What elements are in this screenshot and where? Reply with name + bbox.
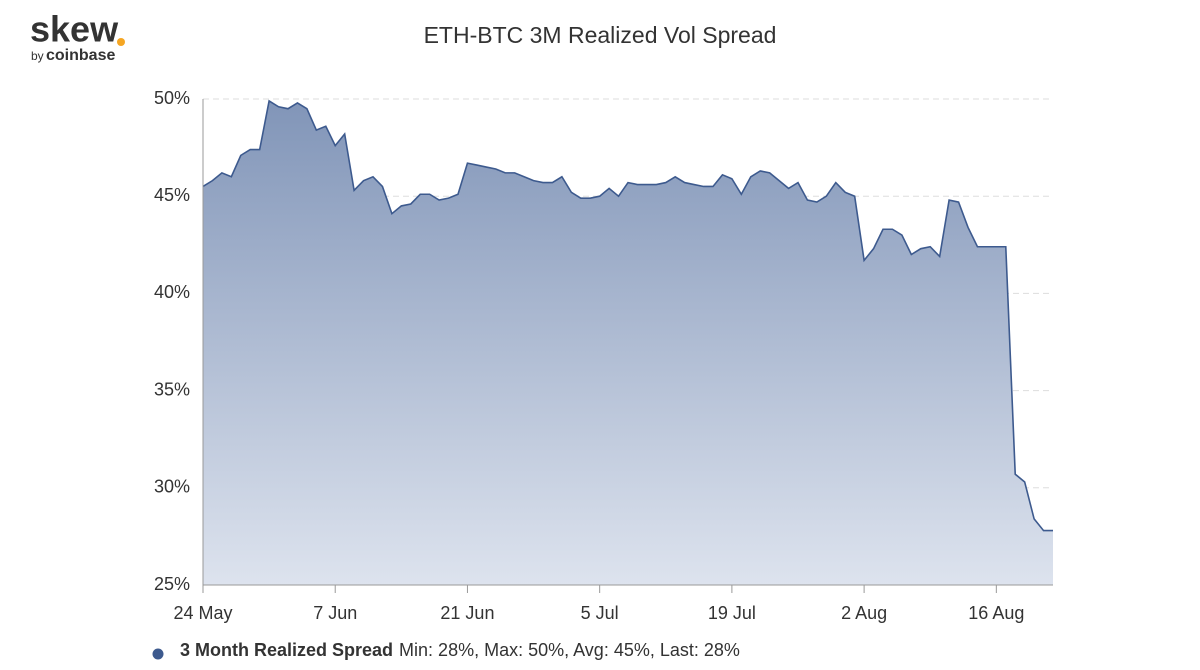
y-tick-label: 35%: [154, 379, 190, 399]
x-tick-label: 24 May: [173, 603, 232, 623]
area-fill: [203, 100, 1053, 585]
x-tick-label: 5 Jul: [581, 603, 619, 623]
y-tick-label: 25%: [154, 574, 190, 594]
x-tick-label: 21 Jun: [440, 603, 494, 623]
chart-title: ETH-BTC 3M Realized Vol Spread: [424, 22, 777, 48]
y-tick-label: 40%: [154, 282, 190, 302]
logo-dot: [117, 38, 125, 46]
legend-stats: Min: 28%, Max: 50%, Avg: 45%, Last: 28%: [399, 640, 740, 660]
logo-company: coinbase: [46, 47, 115, 64]
legend-label: 3 Month Realized Spread: [180, 640, 393, 660]
y-tick-label: 30%: [154, 477, 190, 497]
y-tick-label: 45%: [154, 185, 190, 205]
x-tick-label: 7 Jun: [313, 603, 357, 623]
logo: skew by coinbase: [30, 9, 125, 64]
logo-by: by: [31, 49, 44, 63]
y-tick-label: 50%: [154, 88, 190, 108]
series-line: [202, 99, 1053, 532]
x-tick-label: 19 Jul: [708, 603, 756, 623]
x-tick-label: 16 Aug: [968, 603, 1024, 623]
logo-text: skew: [30, 9, 119, 50]
x-tick-label: 2 Aug: [841, 603, 887, 623]
legend-marker: [152, 648, 164, 660]
